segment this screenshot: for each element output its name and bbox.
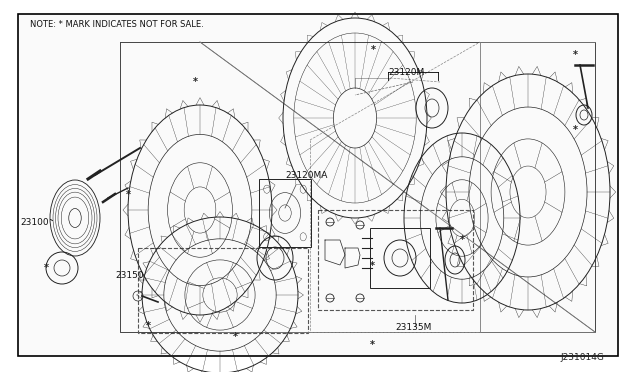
Text: 23135M: 23135M xyxy=(395,323,431,332)
Text: 23150: 23150 xyxy=(115,271,143,280)
Bar xyxy=(318,210,473,310)
Text: *: * xyxy=(371,45,376,55)
Text: *: * xyxy=(573,50,577,60)
Text: 23120MA: 23120MA xyxy=(285,171,328,180)
Text: *: * xyxy=(369,261,374,271)
Text: 23100: 23100 xyxy=(20,218,49,227)
Text: *: * xyxy=(369,340,374,350)
Text: *: * xyxy=(460,235,465,245)
Bar xyxy=(259,179,311,247)
Bar xyxy=(370,228,430,288)
Text: *: * xyxy=(145,321,150,331)
Text: J231014G: J231014G xyxy=(560,353,604,362)
Text: 23120M: 23120M xyxy=(388,68,424,77)
Text: *: * xyxy=(125,190,131,200)
Bar xyxy=(138,248,308,333)
Text: *: * xyxy=(193,77,198,87)
Text: *: * xyxy=(232,332,237,342)
Text: NOTE: * MARK INDICATES NOT FOR SALE.: NOTE: * MARK INDICATES NOT FOR SALE. xyxy=(30,20,204,29)
Text: *: * xyxy=(44,263,49,273)
Text: *: * xyxy=(573,125,577,135)
